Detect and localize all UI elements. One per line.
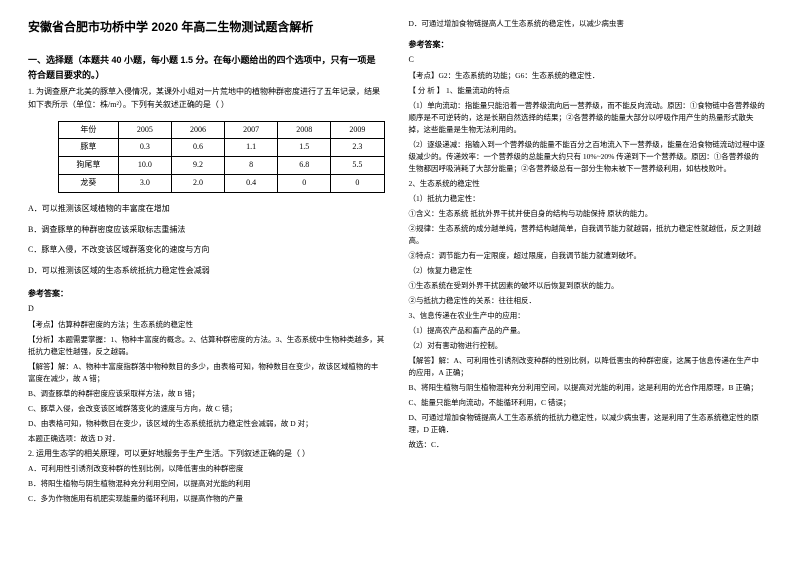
q2-jd-label: 【解答】解： xyxy=(409,356,454,365)
q1-select: 本题正确选项：故选 D 对． xyxy=(28,433,385,445)
table-cell: 0.6 xyxy=(171,139,224,157)
q2-t2: 2、生态系统的稳定性 xyxy=(409,178,766,190)
q1-jd-label: 【解答】解： xyxy=(28,362,73,371)
table-cell: 6.8 xyxy=(278,157,331,175)
page-title: 安徽省合肥市功桥中学 2020 年高二生物测试题含解析 xyxy=(28,18,385,37)
q1-option-d: D．可以推测该区域的生态系统抵抗力稳定性会减弱 xyxy=(28,265,385,278)
section-heading: 一、选择题（本题共 40 小题，每小题 1.5 分。在每小题给出的四个选项中，只… xyxy=(28,53,385,82)
table-row: 年份 2005 2006 2007 2008 2009 xyxy=(59,121,385,139)
table-cell: 2006 xyxy=(171,121,224,139)
table-cell: 1.5 xyxy=(278,139,331,157)
q1-option-a: A．可以推测该区域植物的丰富度在增加 xyxy=(28,203,385,216)
q2-p6: （2）对有害动物进行控制。 xyxy=(409,340,766,352)
q1-jd-b: B、调查豚草的种群密度应该采取样方法，故 B 错； xyxy=(28,388,385,400)
table-cell: 0 xyxy=(331,174,384,192)
table-cell: 9.2 xyxy=(171,157,224,175)
q2-p3c: ③特点：调节能力有一定限度，超过限度，自我调节能力就遭到破坏。 xyxy=(409,250,766,262)
q2-p3a: ①含义：生态系统 抵抗外界干扰并使自身的结构与功能保持 原状的能力。 xyxy=(409,208,766,220)
q2-fx-label: 【 分 析 】 xyxy=(409,86,445,95)
left-column: 安徽省合肥市功桥中学 2020 年高二生物测试题含解析 一、选择题（本题共 40… xyxy=(28,18,385,543)
q2-p1: （1）单向流动：指能量只能沿着一营养级流向后一营养级，而不能反向流动。原因：①食… xyxy=(409,100,766,136)
q2-jd-b: B、将阳生植物与阴生植物混种充分利用空间，以提高对光能的利用，这是利用的光合作用… xyxy=(409,382,766,394)
table-cell: 5.5 xyxy=(331,157,384,175)
table-cell: 1.1 xyxy=(225,139,278,157)
q2-jd-c: C、能量只能单向流动，不能循环利用，C 错误； xyxy=(409,397,766,409)
answer-label: 参考答案： xyxy=(409,39,766,52)
q2-fx-t1: 1、能量流动的特点 xyxy=(446,86,510,95)
q2-jd-d: D、可通过增加食物链提高人工生态系统的抵抗力稳定性，以减少病虫害，这是利用了生态… xyxy=(409,412,766,436)
table-cell: 2009 xyxy=(331,121,384,139)
q1-jd-a: A、物种丰富度指群落中物种数目的多少，由表格可知，物种数目在变少，故该区域植物的… xyxy=(28,362,378,383)
table-cell: 2.0 xyxy=(171,174,224,192)
table-row: 豚草 0.3 0.6 1.1 1.5 2.3 xyxy=(59,139,385,157)
q1-stem: 1. 为调查原产北美的豚草入侵情况，某课外小组对一片荒地中的植物种群密度进行了五… xyxy=(28,86,385,112)
q2-option-a: A．可利用性引诱剂改变种群的性别比例，以降低害虫的种群密度 xyxy=(28,463,385,475)
q2-p3b: ②规律：生态系统的成分越单纯，营养结构越简单，自我调节能力就越弱，抵抗力稳定性就… xyxy=(409,223,766,247)
q2-p4a: ①生态系统在受到外界干扰因素的破坏以后恢复到原状的能力。 xyxy=(409,280,766,292)
table-cell: 0.3 xyxy=(118,139,171,157)
q2-option-c: C．多为作物施用有机肥实现能量的循环利用，以提高作物的产量 xyxy=(28,493,385,505)
q2-p2: （2）逐级递减：指输入到一个营养级的能量不能百分之百地流入下一营养级，能量在沿食… xyxy=(409,139,766,175)
q2-t3: 3、信息传递在农业生产中的应用： xyxy=(409,310,766,322)
table-cell: 2008 xyxy=(278,121,331,139)
table-cell: 8 xyxy=(225,157,278,175)
table-cell: 龙葵 xyxy=(59,174,119,192)
table-cell: 3.0 xyxy=(118,174,171,192)
table-cell: 0 xyxy=(278,174,331,192)
q2-answer: C xyxy=(409,54,766,67)
data-table: 年份 2005 2006 2007 2008 2009 豚草 0.3 0.6 1… xyxy=(58,121,385,193)
q1-jd-c: C、豚草入侵，会改变该区域群落变化的速度与方向，故 C 错； xyxy=(28,403,385,415)
table-cell: 0.4 xyxy=(225,174,278,192)
q2-option-b: B．将阳生植物与阴生植物混种充分利用空间，以提高对光能的利用 xyxy=(28,478,385,490)
q2-stem: 2. 运用生态学的相关原理，可以更好地服务于生产生活。下列叙述正确的是（ ） xyxy=(28,448,385,461)
table-cell: 2007 xyxy=(225,121,278,139)
table-row: 龙葵 3.0 2.0 0.4 0 0 xyxy=(59,174,385,192)
q1-option-b: B．调查豚草的种群密度应该采取标志重捕法 xyxy=(28,224,385,237)
q1-answer: D xyxy=(28,303,385,316)
table-cell: 年份 xyxy=(59,121,119,139)
q1-kaodian: 【考点】估算种群密度的方法；生态系统的稳定性 xyxy=(28,319,385,331)
table-row: 狗尾草 10.0 9.2 8 6.8 5.5 xyxy=(59,157,385,175)
table-cell: 10.0 xyxy=(118,157,171,175)
q2-kaodian: 【考点】G2：生态系统的功能；G6：生态系统的稳定性． xyxy=(409,70,766,82)
right-column: D．可通过增加食物链提高人工生态系统的稳定性，以减少病虫害 参考答案： C 【考… xyxy=(409,18,766,543)
table-cell: 2.3 xyxy=(331,139,384,157)
q1-fenxi: 【分析】本题需要掌握：1、物种丰富度的概念。2、估算种群密度的方法。3、生态系统… xyxy=(28,334,385,358)
q2-p4: （2）恢复力稳定性 xyxy=(409,265,766,277)
q2-option-d: D．可通过增加食物链提高人工生态系统的稳定性，以减少病虫害 xyxy=(409,18,766,30)
table-cell: 豚草 xyxy=(59,139,119,157)
answer-label: 参考答案： xyxy=(28,288,385,301)
q2-jd-a: A、可利用性引诱剂改变种群的性别比例，以降低害虫的种群密度，这属于信息传递在生产… xyxy=(409,356,759,377)
q1-option-c: C．豚草入侵，不改变该区域群落变化的速度与方向 xyxy=(28,244,385,257)
table-cell: 狗尾草 xyxy=(59,157,119,175)
q2-p3: （1）抵抗力稳定性： xyxy=(409,193,766,205)
q2-p4b: ②与抵抗力稳定性的关系：往往相反． xyxy=(409,295,766,307)
q1-jd-d: D、由表格可知，物种数目在变少，该区域的生态系统抵抗力稳定性会减弱，故 D 对； xyxy=(28,418,385,430)
q2-select: 故选：C． xyxy=(409,439,766,451)
table-cell: 2005 xyxy=(118,121,171,139)
q2-p5: （1）提高农产品和畜产品的产量。 xyxy=(409,325,766,337)
